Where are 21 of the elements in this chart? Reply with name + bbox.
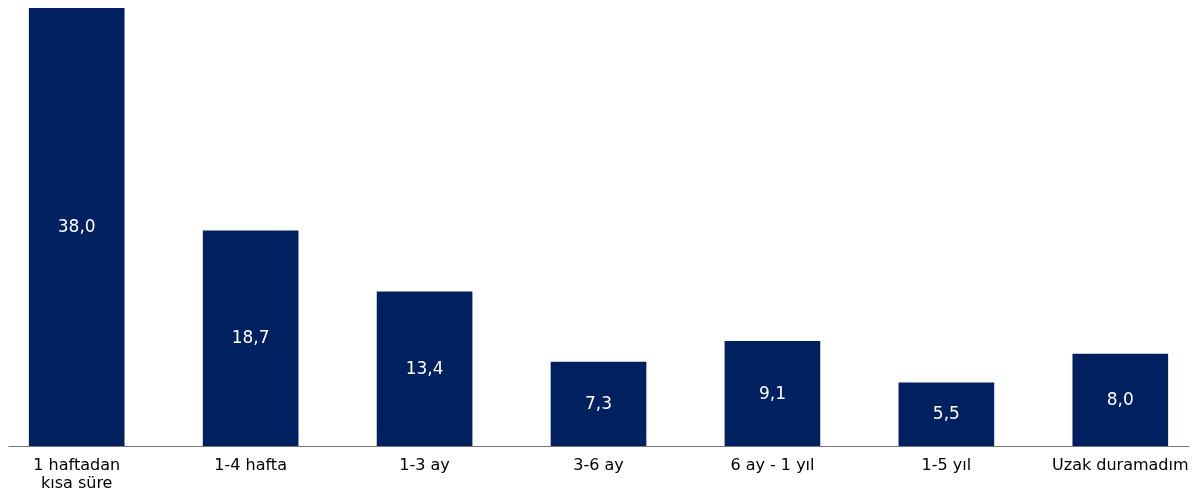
bar (898, 382, 995, 446)
data-label: 38,0 (57, 216, 96, 236)
bar (28, 8, 125, 446)
data-label: 7,3 (584, 392, 613, 413)
x-tick-label: 1-5 yıl (921, 454, 972, 474)
data-label: 9,1 (758, 382, 786, 403)
x-tick-label: 1-3 ay (399, 454, 450, 474)
bar (1072, 353, 1169, 446)
bar (724, 341, 821, 446)
bar (202, 230, 299, 446)
data-label: 8,0 (1106, 388, 1134, 409)
data-label: 18,7 (231, 327, 270, 348)
x-tick-label: 3-6 ay (573, 454, 624, 474)
data-label: 5,5 (932, 403, 960, 424)
bar (550, 361, 647, 446)
x-tick-label: 6 ay - 1 yıl (730, 454, 815, 474)
data-label: 13,4 (405, 357, 444, 378)
x-tick-label: 1-4 hafta (214, 454, 287, 474)
bar (376, 291, 473, 446)
x-tick-label: 1 haftadan kısa süre (33, 454, 121, 492)
x-tick-label: Uzak duramadım (1052, 454, 1189, 474)
